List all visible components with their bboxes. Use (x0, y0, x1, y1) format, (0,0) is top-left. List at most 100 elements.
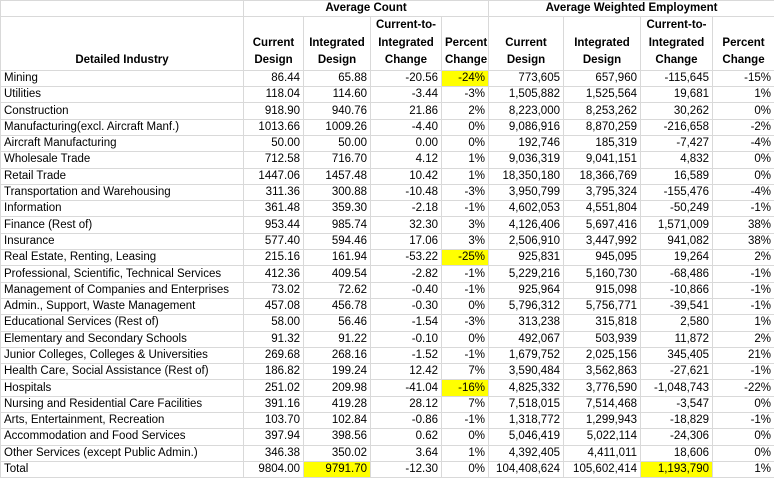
cell-value: -3,547 (640, 395, 713, 414)
cell-value: 350.02 (303, 444, 371, 462)
industry-name: Professional, Scientific, Technical Serv… (0, 265, 244, 283)
cell-value: 315,818 (563, 314, 641, 332)
cell-value: 398.56 (303, 428, 371, 446)
cell-value: 773,605 (488, 69, 564, 88)
cell-value: 192,746 (488, 134, 564, 153)
cell-value: 16,589 (640, 167, 713, 185)
cell-value: 361.48 (243, 200, 304, 218)
table-row: Real Estate, Renting, Leasing 215.16 161.9… (0, 249, 774, 267)
cell-value: 4,126,406 (488, 216, 564, 234)
cell-value: 2,580 (640, 314, 713, 332)
cell-value: -24,306 (640, 428, 713, 446)
cell-value: -25% (441, 249, 489, 267)
cell-value: 0% (441, 428, 489, 446)
cell-value: 3,590,484 (488, 363, 564, 381)
cell-value: 985.74 (303, 216, 371, 234)
table-body: Mining 86.44 65.88 -20.56 -24% 773,605 657,960… (0, 69, 774, 479)
cell-value: 0% (711, 167, 774, 185)
cell-value: 657,960 (563, 69, 641, 88)
cell-value: -68,486 (640, 265, 713, 283)
cell-value: 359.30 (303, 200, 371, 218)
cell-value: 1457.48 (303, 167, 371, 185)
cell-value: 1,299,943 (563, 412, 641, 430)
cell-value: 56.46 (303, 314, 371, 332)
cell-value: -2% (711, 118, 774, 136)
column-header: Integrated Design (563, 16, 641, 71)
cell-value: 5,046,419 (488, 428, 564, 446)
column-header: Integrated Design (303, 16, 371, 71)
industry-name: Nursing and Residential Care Facilities (0, 395, 244, 414)
cell-value: 409.54 (303, 265, 371, 283)
industry-name: Retail Trade (0, 167, 244, 185)
total-value: 9791.70 (303, 460, 371, 479)
cell-value: -2.82 (370, 265, 442, 283)
cell-value: 5,697,416 (563, 216, 641, 234)
cell-value: -0.10 (370, 330, 442, 348)
table-row: Aircraft Manufacturing 50.00 50.00 0.00 0% 19… (0, 134, 774, 153)
cell-value: 30,262 (640, 102, 713, 120)
cell-value: 1447.06 (243, 167, 304, 185)
cell-value: -155,476 (640, 183, 713, 202)
cell-value: -27,621 (640, 363, 713, 381)
header-line: Design (254, 54, 293, 67)
cell-value: 19,264 (640, 249, 713, 267)
table-row: Elementary and Secondary Schools 91.32 91.… (0, 330, 774, 348)
cell-value: -10.48 (370, 183, 442, 202)
cell-value: 5,756,771 (563, 297, 641, 316)
cell-value: 915,098 (563, 281, 641, 299)
table-row: Management of Companies and Enterprises 7… (0, 281, 774, 299)
cell-value: 1013.66 (243, 118, 304, 136)
cell-value: 300.88 (303, 183, 371, 202)
header-line: Change (655, 54, 698, 67)
cell-value: -10,866 (640, 281, 713, 299)
cell-value: 21% (711, 346, 774, 365)
table-row: Wholesale Trade 712.58 716.70 4.12 1% 9,036,3… (0, 151, 774, 169)
header-line: Current-to- (646, 19, 707, 32)
industry-name: Wholesale Trade (0, 151, 244, 169)
industry-name: Elementary and Secondary Schools (0, 330, 244, 348)
industry-name: Transportation and Warehousing (0, 183, 244, 202)
header-line: Integrated (378, 36, 434, 49)
total-value: 1% (711, 460, 774, 479)
cell-value: 941,082 (640, 232, 713, 251)
cell-value: 503,939 (563, 330, 641, 348)
cell-value: 8,870,259 (563, 118, 641, 136)
cell-value: 0% (711, 395, 774, 414)
cell-value: 945,095 (563, 249, 641, 267)
header-line: Integrated (648, 36, 705, 49)
cell-value: -216,658 (640, 118, 713, 136)
cell-value: 4,551,804 (563, 200, 641, 218)
header-line: Change (384, 54, 428, 67)
header-line: Current (252, 36, 295, 49)
cell-value: 716.70 (303, 151, 371, 169)
industry-name: Management of Companies and Enterprises (0, 281, 244, 299)
cell-value: 4,392,405 (488, 444, 564, 462)
cell-value: 712.58 (243, 151, 304, 169)
cell-value: 940.76 (303, 102, 371, 120)
cell-value: 3,562,863 (563, 363, 641, 381)
cell-value: 345,405 (640, 346, 713, 365)
total-row: Total 9804.00 9791.70 -12.30 0% 104,408,624 10… (0, 460, 774, 479)
column-header: Percent Change (711, 16, 774, 71)
table-row: Health Care, Social Assistance (Rest of)… (0, 363, 774, 381)
header-line: Current (505, 36, 547, 49)
cell-value: 1% (711, 86, 774, 104)
table-row: Nursing and Residential Care Facilities 3… (0, 395, 774, 414)
cell-value: 7,518,015 (488, 395, 564, 414)
table-row: Information 361.48 359.30 -2.18 -1% 4,602,053… (0, 200, 774, 218)
cell-value: 0% (711, 428, 774, 446)
total-value: 1,193,790 (640, 460, 713, 479)
cell-value: 9,086,916 (488, 118, 564, 136)
cell-value: 209.98 (303, 379, 371, 397)
cell-value: 17.06 (370, 232, 442, 251)
cell-value: -24% (441, 69, 489, 88)
cell-value: 18,350,180 (488, 167, 564, 185)
cell-value: 313,238 (488, 314, 564, 332)
cell-value: 186.82 (243, 363, 304, 381)
industry-name: Junior Colleges, Colleges & Universities (0, 346, 244, 365)
cell-value: -1.52 (370, 346, 442, 365)
cell-value: 86.44 (243, 69, 304, 88)
cell-value: 91.32 (243, 330, 304, 348)
cell-value: 925,831 (488, 249, 564, 267)
cell-value: -1% (441, 346, 489, 365)
